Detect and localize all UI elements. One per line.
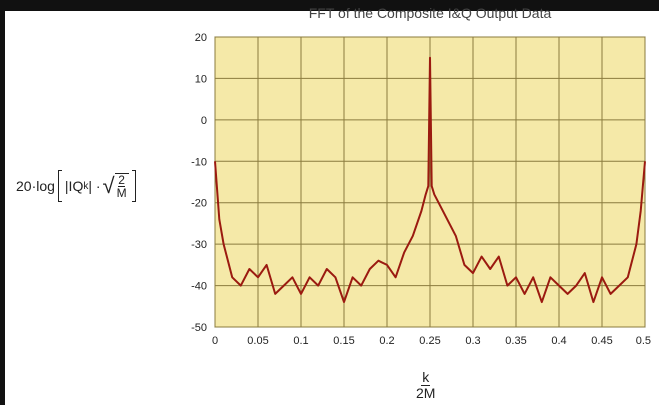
y-tick-label: -40: [191, 281, 207, 293]
y-tick-label: 0: [201, 115, 207, 127]
ylabel-inner-close: | ·: [88, 178, 101, 194]
sqrt-fraction: 2 M: [114, 173, 129, 200]
y-tick-label: -20: [191, 198, 207, 210]
series-line: [214, 56, 646, 304]
x-tick-label: 0.3: [465, 335, 480, 347]
x-tick-label: 0.25: [419, 335, 440, 347]
bracket-open: [57, 170, 62, 202]
grid: [214, 36, 646, 328]
bracket-close: [131, 170, 136, 202]
sqrt-numerator: 2: [118, 173, 125, 187]
xlabel-denominator: 2M: [416, 385, 436, 401]
x-tick-label: 0.5: [636, 335, 651, 347]
x-tick-label: 0.35: [505, 335, 526, 347]
y-tick-label: -30: [191, 239, 207, 251]
x-tick-label: 0: [212, 335, 218, 347]
x-tick-label: 0.2: [379, 335, 394, 347]
x-tick-label: 0.15: [333, 335, 354, 347]
ylabel-inner: |IQ: [64, 178, 84, 194]
x-tick-label: 0.05: [247, 335, 268, 347]
left-border: [0, 0, 5, 405]
y-axis-ticks: 20 10 0 -10 -20 -30 -40 -50: [191, 32, 207, 334]
radical-sign: √: [102, 173, 115, 198]
top-bar: [0, 0, 659, 11]
y-tick-label: 20: [195, 32, 207, 44]
x-tick-label: 0.45: [591, 335, 612, 347]
x-tick-label: 0.1: [293, 335, 308, 347]
x-axis-label: k 2M: [416, 370, 435, 401]
ylabel-prefix: 20·log: [16, 178, 55, 194]
sqrt-denominator: M: [116, 186, 127, 200]
xlabel-numerator: k: [421, 369, 431, 386]
x-axis-ticks: 0 0.05 0.1 0.15 0.2 0.25 0.3 0.35 0.4 0.45 0.5: [212, 335, 651, 347]
ylabel-inner-sub: k: [83, 180, 89, 192]
y-axis-label: 20·log |IQ k | · √ 2 M: [16, 170, 136, 202]
y-tick-label: 10: [195, 73, 207, 85]
chart-title: FFT of the Composite I&Q Output Data: [308, 5, 552, 21]
y-tick-label: -50: [191, 322, 207, 334]
y-tick-label: -10: [191, 156, 207, 168]
sqrt-term: √ 2 M: [103, 173, 129, 199]
x-tick-label: 0.4: [551, 335, 566, 347]
